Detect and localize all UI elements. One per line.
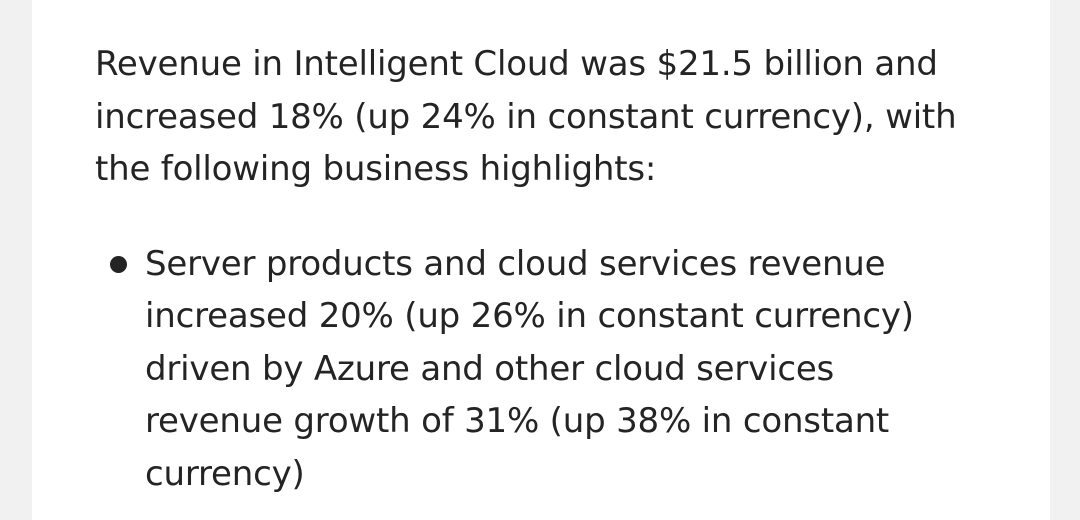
intro-line: Revenue in Intelligent Cloud was $21.5 b… — [95, 44, 938, 84]
document-content: Revenue in Intelligent Cloud was $21.5 b… — [95, 38, 995, 500]
intro-line: increased 18% (up 24% in constant curren… — [95, 96, 957, 137]
highlight-line: Server products and cloud services reven… — [145, 243, 886, 284]
intro-paragraph: Revenue in Intelligent Cloud was $21.5 b… — [95, 38, 995, 196]
highlight-line: increased 20% (up 26% in constant curren… — [145, 296, 914, 336]
highlight-line: currency) — [145, 453, 305, 494]
highlight-line: driven by Azure and other cloud services — [145, 348, 835, 389]
highlight-item-server-products: Server products and cloud services reven… — [95, 238, 995, 501]
highlights-list: Server products and cloud services reven… — [95, 238, 995, 501]
bullet-icon — [110, 255, 127, 273]
highlight-line: revenue growth of 31% (up 38% in constan… — [145, 401, 890, 441]
document-page: Revenue in Intelligent Cloud was $21.5 b… — [32, 0, 1050, 520]
intro-line: the following business highlights: — [95, 149, 657, 189]
